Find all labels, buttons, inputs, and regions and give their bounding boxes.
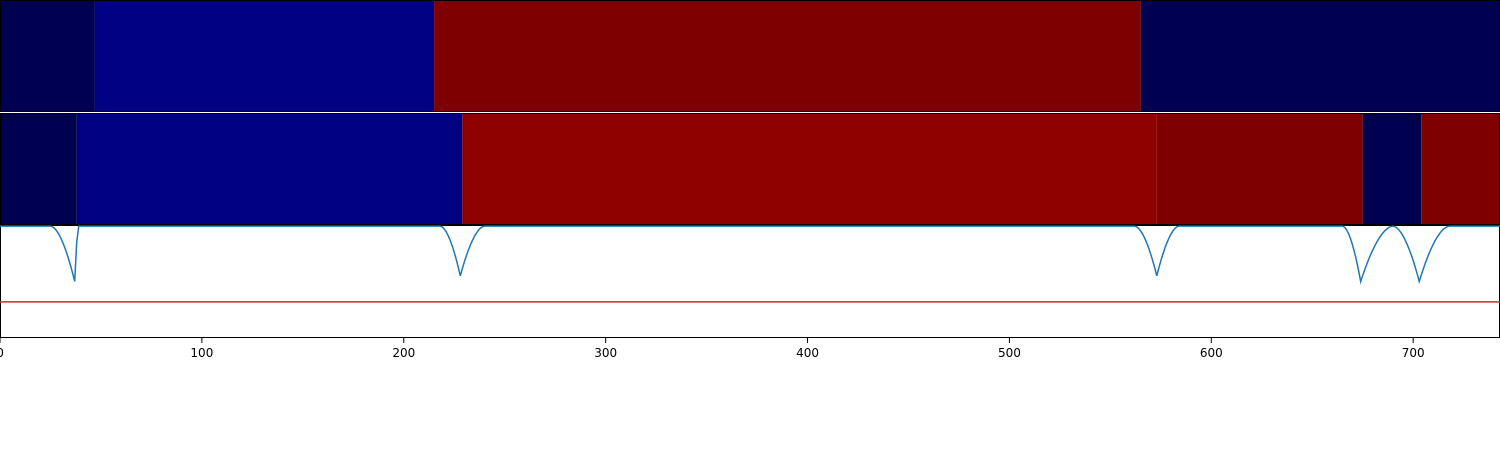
- segment-0-0: [0, 0, 95, 112]
- x-tick-label-0: 0: [0, 346, 4, 360]
- x-tick-label-700: 700: [1402, 346, 1425, 360]
- segment-0-3: [1141, 0, 1500, 112]
- signal-panel: [0, 226, 1500, 338]
- heatmap-rows: [0, 0, 1500, 225]
- segment-1-1: [77, 113, 463, 225]
- x-tick-label-500: 500: [998, 346, 1021, 360]
- segment-1-4: [1363, 113, 1422, 225]
- segment-1-0: [0, 113, 77, 225]
- segment-0-2: [434, 0, 1141, 112]
- segmentation-bottom: [0, 113, 1500, 225]
- x-tick-label-600: 600: [1200, 346, 1223, 360]
- segmentation-top: [0, 0, 1500, 112]
- signal-frame: [1, 226, 1500, 338]
- x-axis: 0 100 200 300 400 500 600 700: [0, 338, 1425, 360]
- x-tick-label-400: 400: [796, 346, 819, 360]
- x-tick-label-300: 300: [594, 346, 617, 360]
- x-tick-label-100: 100: [190, 346, 213, 360]
- segment-1-3: [1157, 113, 1363, 225]
- segment-0-1: [95, 0, 434, 112]
- segment-1-5: [1421, 113, 1500, 225]
- x-tick-label-200: 200: [392, 346, 415, 360]
- segment-1-2: [462, 113, 1156, 225]
